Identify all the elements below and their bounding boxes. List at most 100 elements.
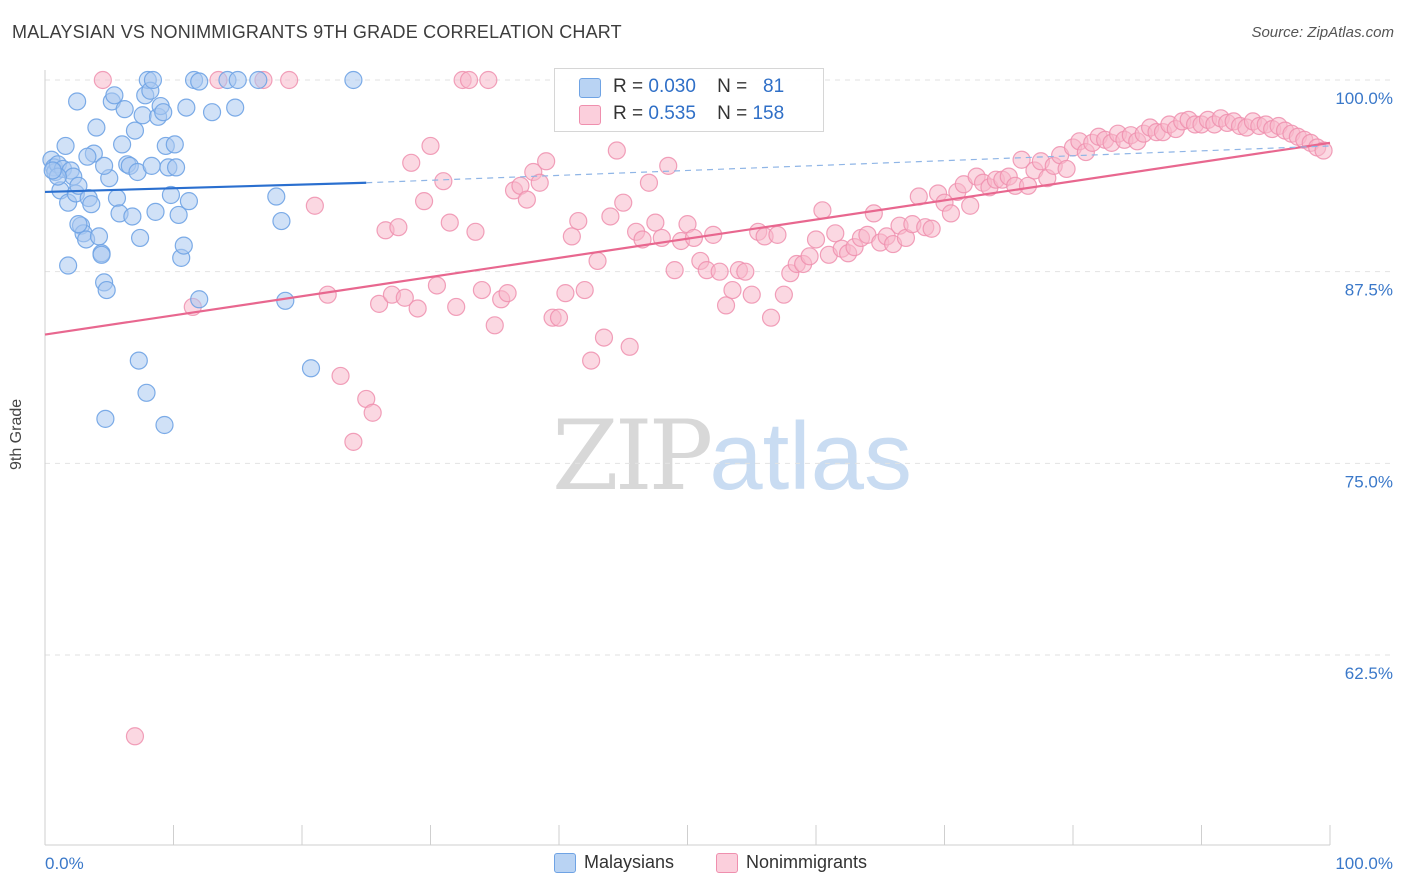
nonimmigrants-point [306,197,323,214]
nonimmigrants-point [563,228,580,245]
malaysians-point [273,213,290,230]
malaysians-point [156,417,173,434]
malaysians-point [88,119,105,136]
malaysians-point [69,93,86,110]
malaysians-point [229,72,246,89]
nonimmigrants-point [962,197,979,214]
nonimmigrants-point [666,262,683,279]
nonimmigrants-point [480,72,497,89]
malaysians-point [126,122,143,139]
x-tick-label: 100.0% [1335,854,1393,873]
malaysians-point [44,162,61,179]
malaysians-point [114,136,131,153]
nonimmigrants-point [557,285,574,302]
nonimmigrants-point [416,193,433,210]
nonimmigrants-label: Nonimmigrants [746,852,867,873]
malaysians-points [43,72,362,434]
nonimmigrants-point [737,263,754,280]
nonimmigrants-point [428,277,445,294]
nonimmigrants-point [814,202,831,219]
nonimmigrants-point [724,282,741,299]
nonimmigrants-point [602,208,619,225]
nonimmigrants-trend-line [45,143,1330,335]
y-tick-label: 100.0% [1335,89,1393,108]
malaysians-point [175,237,192,254]
nonimmigrants-point [595,329,612,346]
malaysians-point [132,229,149,246]
malaysians-point [277,292,294,309]
nonimmigrants-point [801,248,818,265]
nonimmigrants-point [486,317,503,334]
y-tick-label: 87.5% [1345,281,1393,300]
malaysians-point [204,104,221,121]
legend-swatch-nonimmigrants [579,105,601,125]
nonimmigrants-point [640,174,657,191]
legend-n-label: N = [717,76,747,97]
malaysians-point [79,148,96,165]
nonimmigrants-point [827,225,844,242]
malaysians-point [70,216,87,233]
malaysians-point [302,360,319,377]
nonimmigrants-point [422,137,439,154]
nonimmigrants-point [467,223,484,240]
nonimmigrants-point [923,220,940,237]
nonimmigrants-point [942,205,959,222]
x-tick-label: 0.0% [45,854,84,873]
stats-legend: R = 0.030 N = 81 R = 0.535 N = 158 [554,68,824,132]
nonimmigrants-point [660,157,677,174]
nonimmigrants-point [435,173,452,190]
nonimmigrants-point [865,205,882,222]
nonimmigrants-point [1058,160,1075,177]
nonimmigrants-point [647,214,664,231]
malaysians-point [138,384,155,401]
legend-r-label: R = [613,103,643,124]
nonimmigrants-point [473,282,490,299]
legend-swatch-malaysians [579,78,601,98]
malaysians-point [345,72,362,89]
legend-r-value: 0.030 [648,76,696,97]
nonimmigrants-point [1020,177,1037,194]
malaysians-trend-line [45,183,366,192]
nonimmigrants-point [126,728,143,745]
legend-r-label: R = [613,76,643,97]
malaysians-point [130,352,147,369]
malaysians-label: Malaysians [584,852,674,873]
malaysians-point [60,257,77,274]
nonimmigrants-point [576,282,593,299]
malaysians-point [116,101,133,118]
nonimmigrants-point [403,154,420,171]
legend-r-value: 0.535 [648,103,696,124]
malaysians-point [96,157,113,174]
tick-labels: 62.5% 75.0% 87.5% 100.0% 0.0% 100.0% [45,89,1393,873]
malaysians-point [108,190,125,207]
y-tick-label: 75.0% [1345,472,1393,491]
nonimmigrants-point [538,153,555,170]
malaysians-point [227,99,244,116]
nonimmigrants-point [390,219,407,236]
nonimmigrants-point [281,72,298,89]
nonimmigrants-point [743,286,760,303]
nonimmigrants-point [409,300,426,317]
malaysians-point [166,136,183,153]
nonimmigrants-point [332,367,349,384]
nonimmigrants-swatch [716,853,738,873]
nonimmigrants-point [621,338,638,355]
malaysians-point [191,291,208,308]
trend-lines [45,143,1330,335]
malaysians-point [97,410,114,427]
nonimmigrants-point [769,226,786,243]
nonimmigrants-point [345,433,362,450]
nonimmigrants-point [441,214,458,231]
y-tick-label: 62.5% [1345,664,1393,683]
malaysians-point [178,99,195,116]
nonimmigrants-point [448,298,465,315]
malaysians-point [143,157,160,174]
nonimmigrants-point [551,309,568,326]
nonimmigrants-point [518,191,535,208]
nonimmigrants-point [589,252,606,269]
malaysians-point [155,104,172,121]
nonimmigrants-point [711,263,728,280]
malaysians-point [90,228,107,245]
malaysians-point [93,246,110,263]
nonimmigrants-point [499,285,516,302]
